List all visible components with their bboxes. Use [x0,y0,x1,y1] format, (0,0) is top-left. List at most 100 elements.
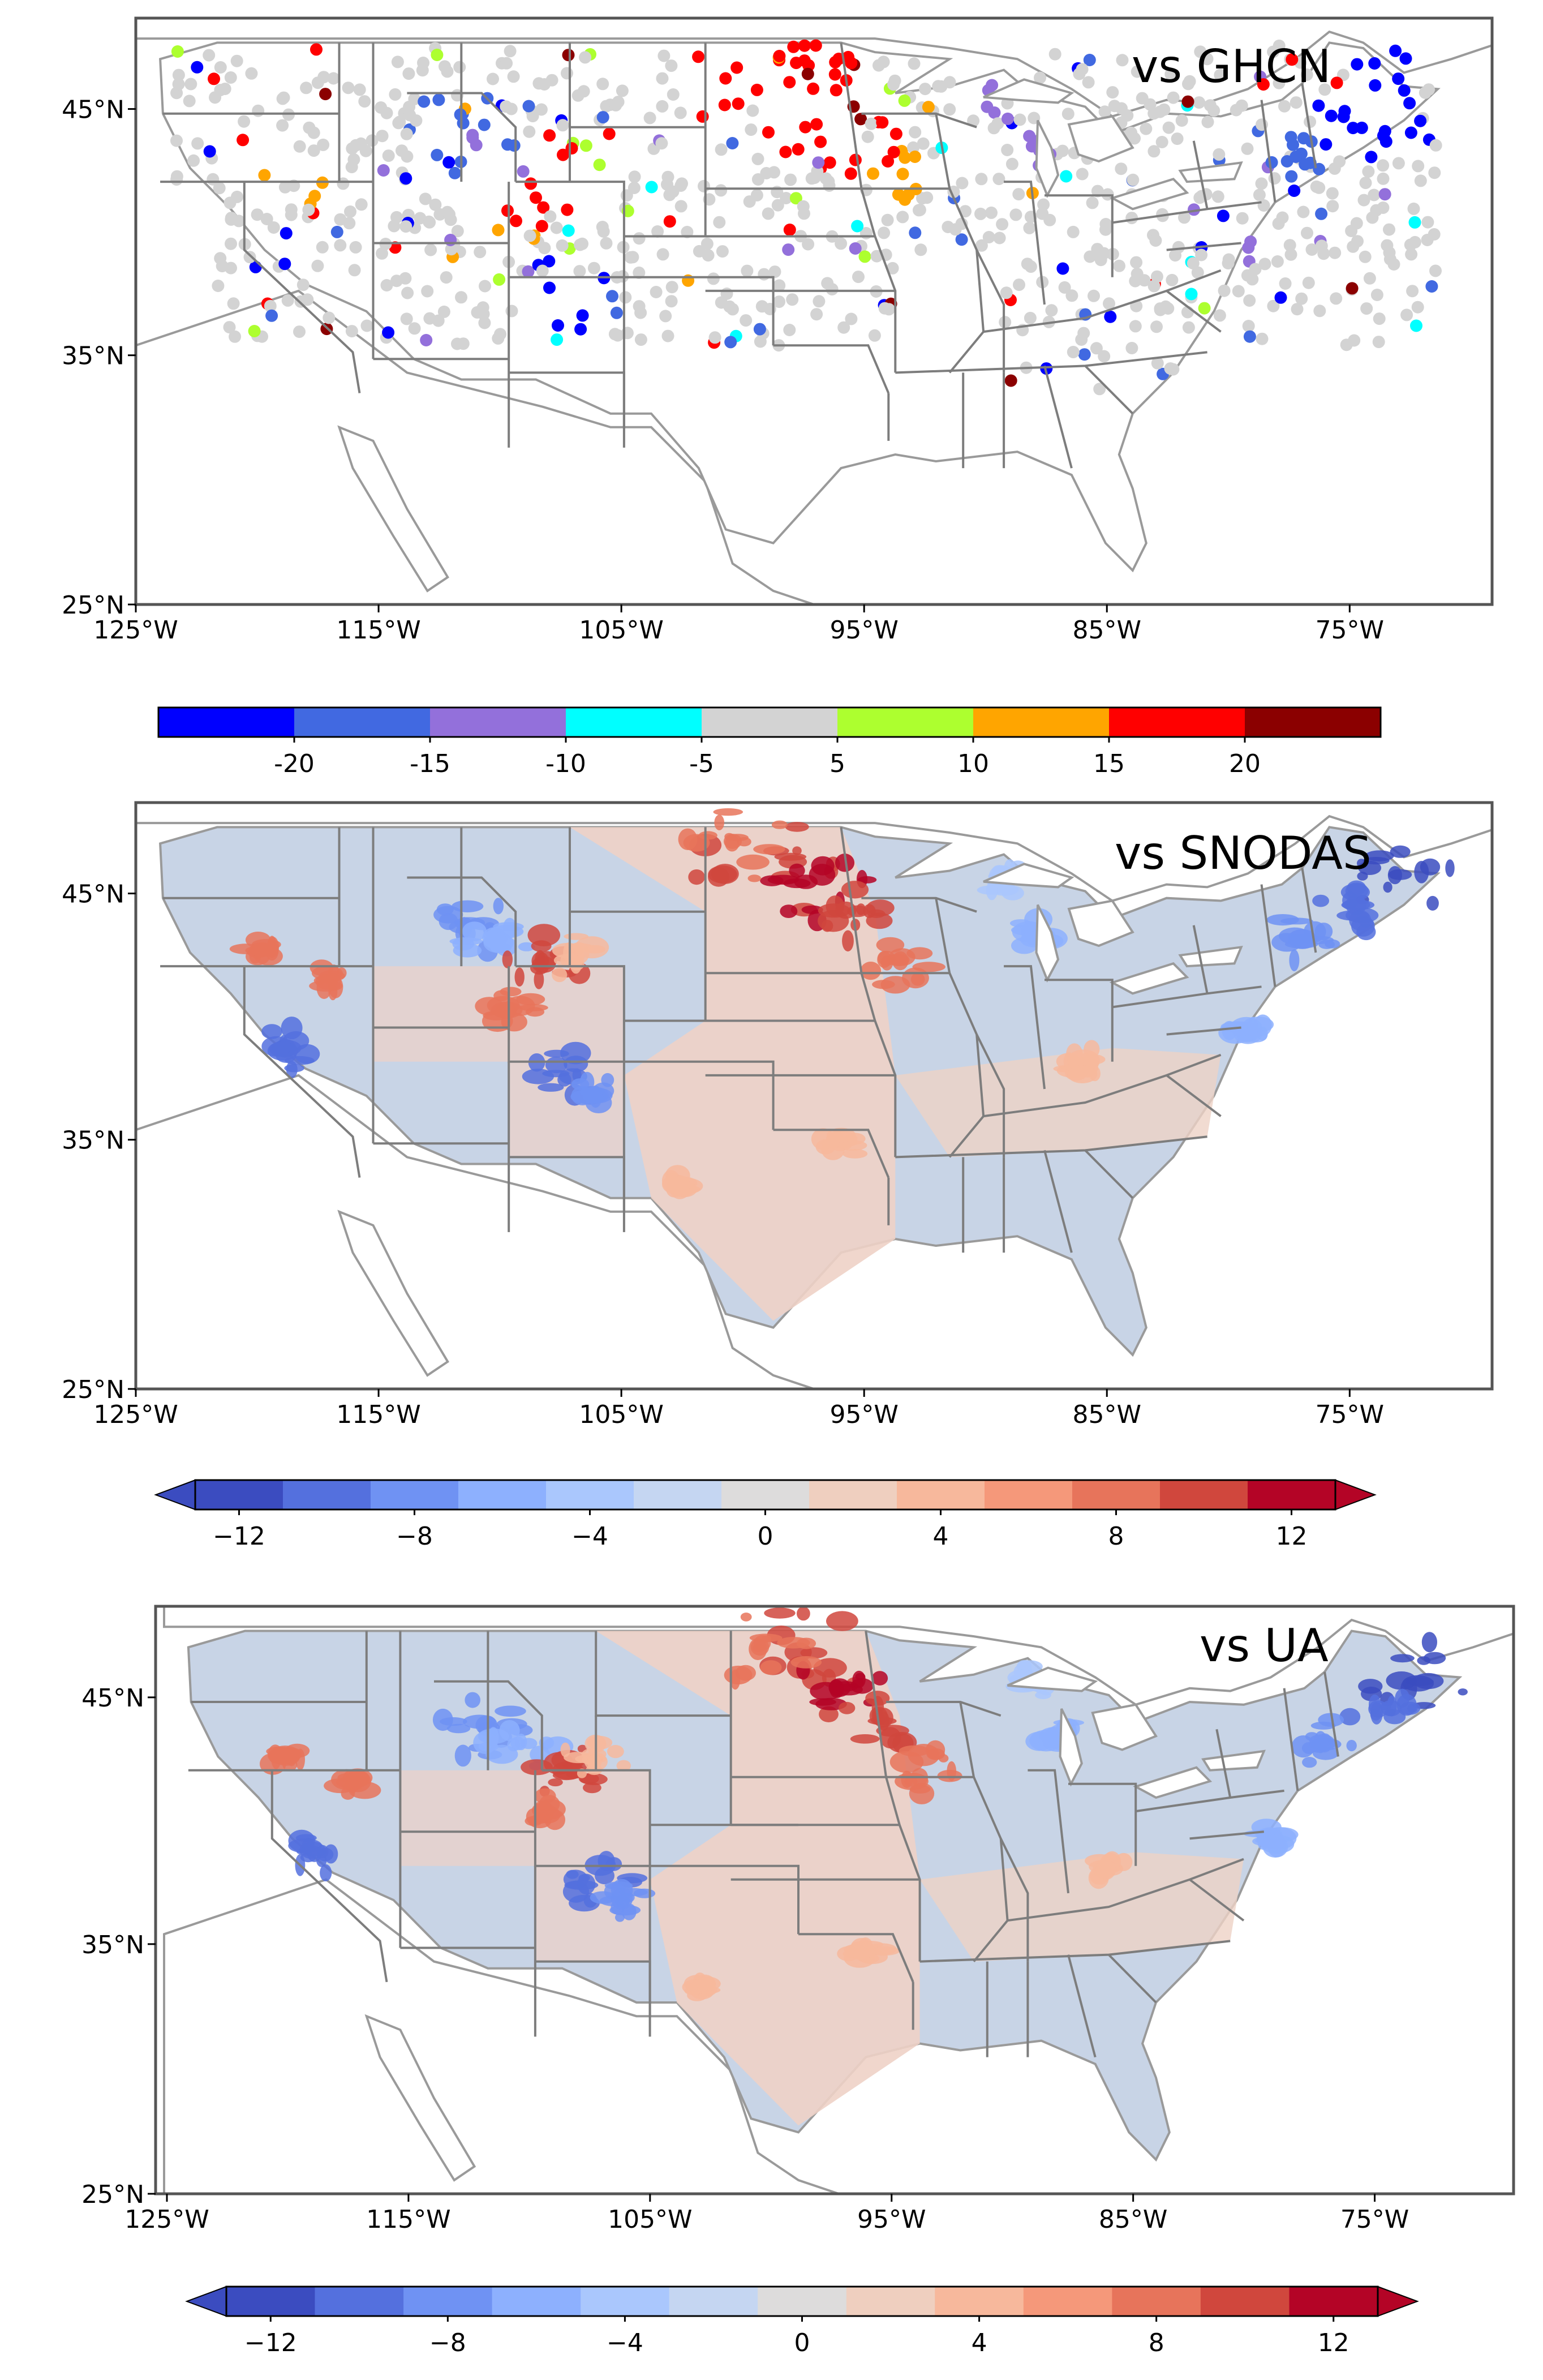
station-point [1410,319,1422,332]
colorbar-swatch [566,707,702,737]
station-point [886,261,899,275]
great-lake [1109,962,1189,995]
station-point [1422,83,1435,96]
station-point [576,309,589,322]
mexico-outline [136,289,815,604]
state-border [1028,1769,1069,1894]
state-border [1192,925,1209,994]
station-point [420,334,433,346]
station-point [845,312,858,325]
warm-region [570,827,896,1321]
station-point [1086,196,1099,209]
state-border [1004,965,1046,1090]
station-point [1191,266,1204,279]
station-point [1348,334,1361,347]
y-tick-label: 25°N [81,2180,144,2209]
anomaly-patch [519,1004,548,1011]
anomaly-patch [534,970,544,989]
station-point [1127,173,1140,186]
anomaly-patch [1406,1677,1434,1686]
colorbar-swatch [158,707,295,737]
anomaly-patch [616,1760,631,1772]
station-point [1421,216,1434,229]
station-point [1414,114,1427,127]
station-point [992,173,1005,186]
station-point [656,100,669,113]
y-tick-label: 35°N [62,1126,124,1155]
state-border [1189,1830,1264,1840]
station-point [610,306,623,319]
anomaly-patch [1318,1713,1344,1727]
station-point [408,322,421,335]
station-point [170,134,183,147]
station-point [445,243,458,256]
station-point [213,182,226,195]
station-point [1399,52,1412,65]
anomaly-patch [1310,1738,1337,1749]
station-point [780,192,793,204]
station-point [1149,234,1162,247]
station-point [319,88,332,101]
colorbar-swatch [226,2287,316,2316]
station-point [251,208,264,221]
anomaly-patch [337,1773,356,1782]
station-point [596,221,609,233]
anomaly-patch [449,937,483,945]
station-point [303,121,316,134]
station-point [633,300,646,313]
anomaly-patch [910,972,925,986]
station-point [191,137,204,150]
station-point [887,145,900,158]
station-point [1428,166,1441,179]
station-point [431,148,444,161]
station-point [896,168,909,181]
station-point [645,181,658,194]
station-point [1411,301,1424,314]
station-point [218,83,231,95]
station-point [755,300,768,313]
anomaly-patch [499,1720,520,1742]
station-point [1128,132,1141,145]
station-point [209,91,221,104]
panel-snodas: vs SNODAS 45°N 35°N 25°N 125°W 115°W 105°W 95… [62,801,1494,1429]
great-lake [1067,899,1134,947]
station-point [606,290,618,303]
station-point [1012,188,1025,201]
anomaly-patch [867,909,886,918]
station-point [442,156,455,169]
great-lake [1035,904,1060,983]
station-point [1267,45,1280,58]
station-point [1067,346,1080,358]
colorbar-label: -5 [689,749,714,778]
station-point [1164,68,1177,81]
station-point [854,113,867,126]
station-point [956,177,969,190]
station-point [353,83,366,96]
state-border [407,92,517,182]
station-point [172,78,185,91]
colorbar-swatch [758,2287,847,2316]
station-point [1106,86,1119,99]
anomaly-patch [1291,1735,1315,1758]
station-point [1103,297,1115,310]
station-point [919,83,931,96]
station-point [267,221,280,234]
station-point [1182,321,1195,334]
station-point [1365,151,1378,164]
station-point [750,83,763,96]
anomaly-patch [564,1056,588,1073]
station-point [600,237,613,250]
great-lake [1178,945,1243,968]
station-point [768,265,781,278]
anomaly-patch [871,1671,888,1686]
station-point [389,88,402,101]
colorbar-label: -20 [274,749,315,778]
station-point [1129,275,1142,288]
station-point [1162,121,1175,134]
colorbar-swatch [458,1480,547,1510]
anomaly-patch [446,1723,471,1734]
station-point [708,331,721,344]
map-snodas [136,803,1492,1389]
anomaly-patch [562,1880,590,1903]
